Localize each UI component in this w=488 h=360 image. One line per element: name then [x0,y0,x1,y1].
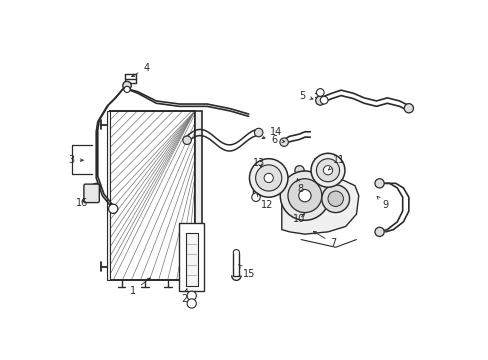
Circle shape [251,193,260,202]
Bar [185,233,198,286]
Circle shape [123,86,130,93]
Circle shape [279,138,288,147]
Circle shape [296,172,302,179]
Circle shape [187,299,196,308]
FancyBboxPatch shape [84,184,99,203]
Bar [194,111,202,280]
Text: 15: 15 [238,265,255,279]
Polygon shape [281,178,358,234]
Circle shape [404,104,413,113]
Circle shape [316,89,324,96]
Text: 2: 2 [181,288,187,304]
Circle shape [187,291,196,300]
Circle shape [94,186,99,190]
Text: 4: 4 [131,63,149,77]
Bar [179,223,203,291]
Circle shape [280,171,329,220]
Text: 6: 6 [271,135,284,145]
Text: 3: 3 [68,155,83,165]
Circle shape [254,128,263,137]
Circle shape [294,166,304,175]
Circle shape [91,183,101,193]
Text: 7: 7 [313,231,336,248]
Text: 13: 13 [253,158,265,167]
Circle shape [108,204,118,213]
Circle shape [249,159,287,197]
Circle shape [183,136,191,144]
Circle shape [315,96,324,105]
Text: 9: 9 [376,196,387,210]
Circle shape [323,166,332,175]
Text: 8: 8 [296,179,303,194]
Text: 16: 16 [76,198,88,208]
Circle shape [320,96,327,104]
Circle shape [264,173,273,183]
Circle shape [374,179,384,188]
Circle shape [298,189,310,202]
Text: 12: 12 [257,194,273,210]
Circle shape [327,191,343,206]
Bar [110,111,194,280]
Circle shape [287,179,321,213]
Text: 11: 11 [328,155,345,170]
Text: 10: 10 [293,214,305,224]
Text: 1: 1 [130,278,150,296]
Circle shape [316,159,339,182]
Bar [107,111,110,280]
Circle shape [321,185,349,213]
Text: 14: 14 [262,127,282,139]
Circle shape [374,227,384,237]
Text: 5: 5 [299,91,312,100]
Circle shape [255,165,281,191]
Circle shape [310,153,344,187]
Circle shape [122,81,131,90]
